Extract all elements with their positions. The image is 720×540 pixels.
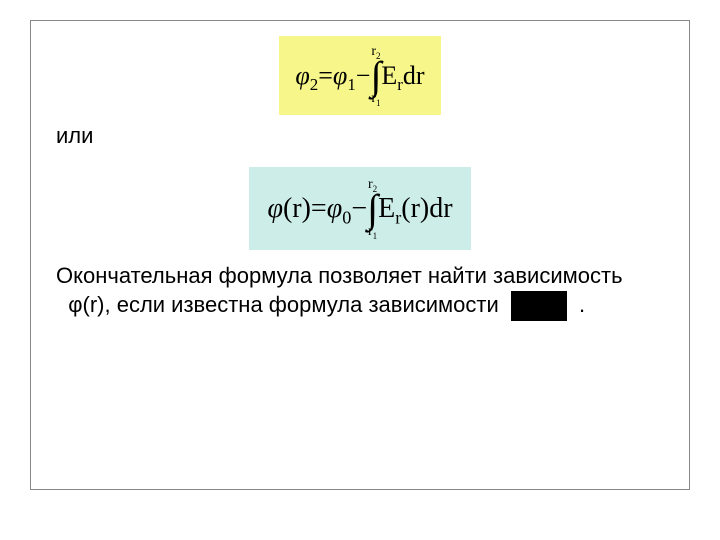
f2-minus: − bbox=[351, 193, 367, 225]
f1-lower-limit: r1 bbox=[371, 93, 380, 106]
formula1-wrap: φ2 = φ1 − r2 ∫ r1 Erdr bbox=[56, 36, 664, 115]
f1-integrand: Erdr bbox=[381, 61, 424, 91]
formula1-box: φ2 = φ1 − r2 ∫ r1 Erdr bbox=[279, 36, 440, 115]
f1-minus: − bbox=[356, 61, 371, 91]
slide-frame: φ2 = φ1 − r2 ∫ r1 Erdr или φ(r) = φ0 − bbox=[30, 20, 690, 490]
formula2-body: φ(r) = φ0 − r2 ∫ r1 Er(r)dr bbox=[267, 179, 452, 238]
redacted-box bbox=[511, 291, 567, 321]
f2-phi0: φ0 bbox=[327, 193, 352, 225]
formula2-wrap: φ(r) = φ0 − r2 ∫ r1 Er(r)dr bbox=[56, 167, 664, 250]
integral-icon: ∫ bbox=[367, 192, 378, 226]
formula2-box: φ(r) = φ0 − r2 ∫ r1 Er(r)dr bbox=[249, 167, 470, 250]
f1-phi2: φ2 bbox=[295, 61, 318, 91]
f2-phi-r: φ(r) bbox=[267, 193, 310, 225]
integral-icon: ∫ bbox=[370, 59, 381, 93]
f2-lower-limit: r1 bbox=[368, 226, 377, 239]
final-text: Окончательная формула позволяет найти за… bbox=[56, 262, 664, 321]
f1-phi1: φ1 bbox=[333, 61, 356, 91]
f1-integral: r2 ∫ r1 bbox=[370, 46, 381, 105]
f2-integrand: Er(r)dr bbox=[378, 193, 452, 225]
formula1-body: φ2 = φ1 − r2 ∫ r1 Erdr bbox=[295, 46, 424, 105]
final-line1: Окончательная формула позволяет найти за… bbox=[56, 263, 623, 288]
text-or: или bbox=[56, 123, 664, 149]
f2-integral: r2 ∫ r1 bbox=[367, 179, 378, 238]
final-phi: φ(r), если известна формула зависимости bbox=[68, 292, 499, 317]
f2-eq: = bbox=[311, 193, 327, 225]
f1-eq: = bbox=[318, 61, 333, 91]
final-period: . bbox=[579, 292, 585, 317]
